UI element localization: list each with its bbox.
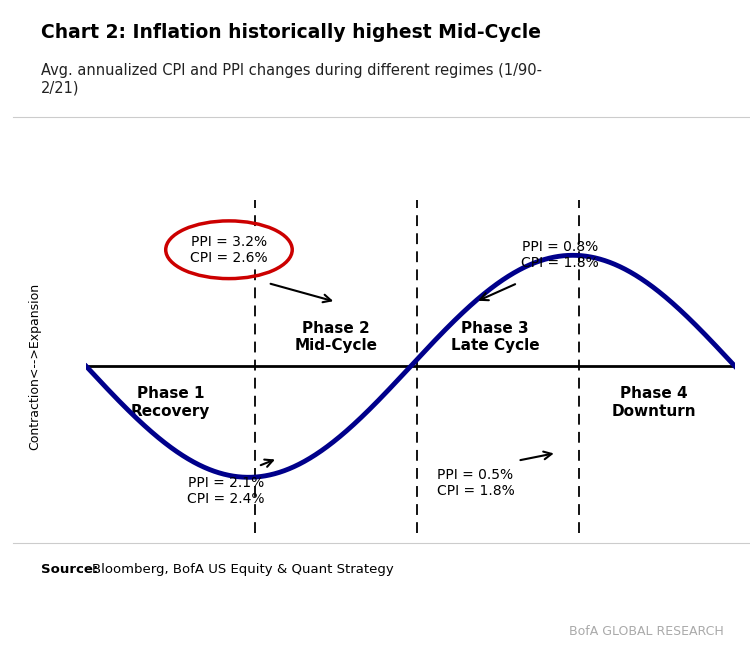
Text: Avg. annualized CPI and PPI changes during different regimes (1/90-
2/21): Avg. annualized CPI and PPI changes duri… [41, 63, 542, 96]
Text: Contraction<-->Expansion: Contraction<-->Expansion [28, 283, 40, 450]
Text: Source:: Source: [41, 563, 98, 576]
Text: Chart 2: Inflation historically highest Mid-Cycle: Chart 2: Inflation historically highest … [41, 23, 542, 43]
Text: PPI = 0.5%
CPI = 1.8%: PPI = 0.5% CPI = 1.8% [436, 468, 514, 498]
Text: PPI = 2.1%
CPI = 2.4%: PPI = 2.1% CPI = 2.4% [187, 476, 265, 505]
Text: Phase 4
Downturn: Phase 4 Downturn [611, 386, 696, 419]
Text: PPI = 3.2%
CPI = 2.6%: PPI = 3.2% CPI = 2.6% [190, 234, 268, 265]
Text: Phase 2
Mid-Cycle: Phase 2 Mid-Cycle [295, 320, 377, 353]
Text: BofA GLOBAL RESEARCH: BofA GLOBAL RESEARCH [569, 625, 724, 638]
Text: Phase 3
Late Cycle: Phase 3 Late Cycle [451, 320, 539, 353]
Text: Bloomberg, BofA US Equity & Quant Strategy: Bloomberg, BofA US Equity & Quant Strate… [92, 563, 394, 576]
Text: PPI = 0.8%
CPI = 1.8%: PPI = 0.8% CPI = 1.8% [521, 240, 599, 270]
Text: Phase 1
Recovery: Phase 1 Recovery [131, 386, 210, 419]
